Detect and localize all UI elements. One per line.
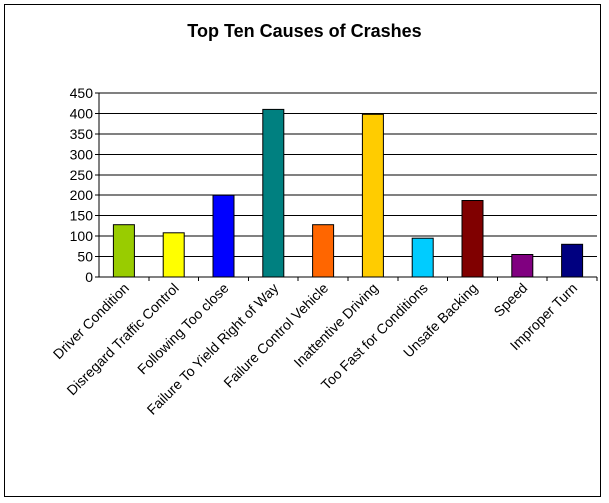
bar [411,237,434,278]
chart-title: Top Ten Causes of Crashes [187,21,422,41]
y-tick-label: 200 [70,187,94,203]
bar [361,113,384,278]
chart-frame [4,4,601,497]
bar [312,224,335,278]
bar [461,200,484,278]
x-category-label: Speed [490,280,530,320]
y-tick-label: 400 [70,105,94,121]
y-tick-label: 300 [70,146,94,162]
bar [212,194,235,278]
y-tick-label: 0 [85,269,93,285]
y-tick-label: 100 [70,228,94,244]
y-tick-label: 50 [77,249,93,265]
y-tick-label: 350 [70,126,94,142]
bar [262,108,285,278]
bar [561,243,584,278]
y-tick-label: 450 [70,85,94,101]
x-category-label: Inattentive Driving [290,280,381,371]
bar [162,232,185,278]
x-category-label: Following Too close [134,280,232,378]
y-tick-label: 250 [70,167,94,183]
bar [112,224,135,278]
bar [511,254,534,278]
y-tick-label: 150 [70,208,94,224]
